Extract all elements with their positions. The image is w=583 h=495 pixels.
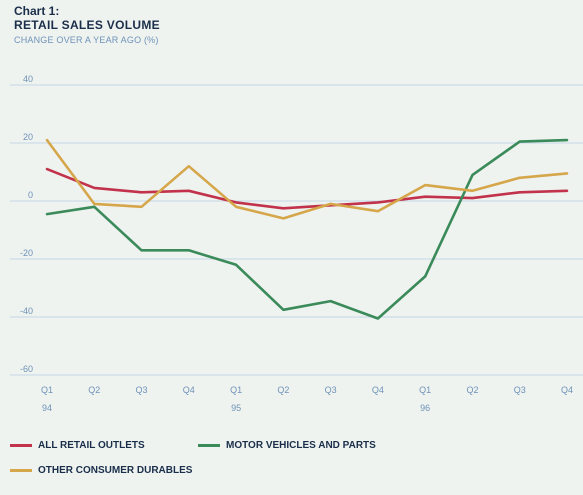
x-tick-label: Q2 (466, 385, 478, 395)
legend-label-all-retail-outlets: ALL RETAIL OUTLETS (38, 440, 145, 451)
legend-swatch-other-consumer-durables (10, 469, 32, 472)
y-tick-label: -60 (20, 364, 33, 374)
y-tick-label: -40 (20, 306, 33, 316)
legend-item-all-retail-outlets: ALL RETAIL OUTLETS (10, 440, 145, 451)
x-tick-label: Q3 (325, 385, 337, 395)
series-line-1 (45, 138, 569, 320)
x-tick-label: Q3 (136, 385, 148, 395)
legend-swatch-motor-vehicles (198, 444, 220, 447)
x-tick-label: Q4 (561, 385, 573, 395)
x-tick-label: Q1 (419, 385, 431, 395)
x-tick-label: Q4 (183, 385, 195, 395)
legend-swatch-all-retail-outlets (10, 444, 32, 447)
legend-item-other-consumer-durables: OTHER CONSUMER DURABLES (10, 465, 192, 476)
legend-item-motor-vehicles: MOTOR VEHICLES AND PARTS (198, 440, 376, 451)
x-tick-label: Q2 (277, 385, 289, 395)
y-axis-label: CHANGE OVER A YEAR AGO (%) (14, 35, 159, 45)
x-tick-label: Q1 (41, 385, 53, 395)
chart-subtitle: RETAIL SALES VOLUME (14, 18, 160, 32)
legend-label-other-consumer-durables: OTHER CONSUMER DURABLES (38, 465, 193, 476)
y-tick-label: 20 (23, 132, 33, 142)
x-year-label: 95 (231, 403, 241, 413)
x-tick-label: Q4 (372, 385, 384, 395)
legend-label-motor-vehicles: MOTOR VEHICLES AND PARTS (226, 440, 376, 451)
x-tick-label: Q2 (88, 385, 100, 395)
x-year-label: 94 (42, 403, 52, 413)
series-line-0 (45, 167, 569, 210)
x-tick-label: Q1 (230, 385, 242, 395)
x-year-label: 96 (420, 403, 430, 413)
series-line-2 (45, 138, 569, 220)
y-tick-label: -20 (20, 248, 33, 258)
chart-title: Chart 1: (14, 4, 60, 18)
y-tick-label: 0 (28, 190, 33, 200)
x-tick-label: Q3 (514, 385, 526, 395)
y-tick-label: 40 (23, 74, 33, 84)
